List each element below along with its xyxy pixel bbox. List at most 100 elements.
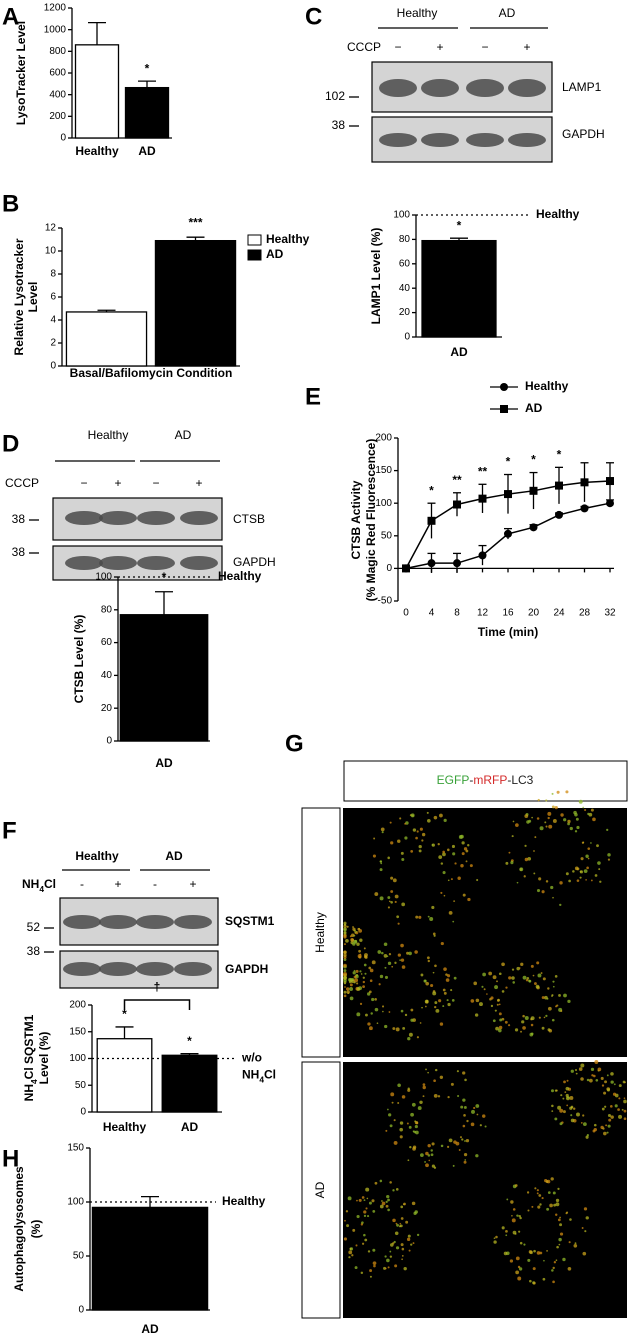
speckle	[493, 1240, 497, 1244]
y-tick-label: 0	[386, 563, 392, 574]
speckle	[560, 813, 564, 817]
text-part: 4	[259, 1075, 264, 1085]
speckle	[567, 1266, 572, 1271]
speckle	[544, 821, 547, 824]
speckle	[422, 1095, 425, 1098]
speckle	[541, 1197, 544, 1200]
speckle	[437, 1095, 441, 1098]
speckle	[603, 1131, 607, 1136]
speckle	[595, 1078, 599, 1082]
speckle	[355, 1244, 358, 1247]
speckle	[462, 893, 466, 897]
significance: *	[122, 1007, 127, 1021]
speckle	[360, 1271, 364, 1275]
speckle	[537, 798, 540, 802]
y-axis-title: CTSB Activity	[349, 480, 363, 559]
speckle	[363, 1210, 367, 1214]
treatment-sign: +	[114, 476, 121, 490]
speckle	[596, 844, 599, 848]
speckle	[396, 1223, 399, 1227]
y-tick-label: 2	[50, 338, 56, 349]
y-tick-label: 600	[49, 68, 66, 79]
speckle	[547, 1006, 552, 1011]
speckle	[373, 1264, 376, 1268]
y-tick-label: 200	[49, 111, 66, 122]
speckle	[584, 1230, 587, 1233]
bar	[96, 1038, 153, 1113]
speckle	[359, 953, 362, 956]
bar	[119, 614, 209, 742]
speckle	[522, 975, 527, 980]
speckle	[425, 1163, 429, 1168]
speckle	[547, 1191, 551, 1194]
speckle	[579, 870, 584, 874]
blot-group-label: AD	[165, 849, 183, 863]
speckle	[495, 1235, 498, 1239]
speckle	[425, 1068, 427, 1071]
speckle	[559, 903, 562, 907]
speckle	[399, 817, 402, 820]
speckle	[599, 880, 602, 883]
speckle	[381, 1005, 385, 1008]
header-box	[343, 760, 628, 802]
speckle	[479, 1124, 482, 1127]
speckle	[392, 1027, 396, 1031]
speckle	[548, 824, 553, 829]
blot-band	[421, 133, 459, 147]
speckle	[349, 935, 352, 938]
speckle	[410, 813, 415, 818]
blot-group-label: AD	[175, 428, 192, 442]
side-box	[301, 1061, 341, 1319]
speckle	[397, 1102, 400, 1105]
speckle	[367, 1022, 371, 1026]
marker-label: 38	[332, 118, 346, 132]
text-part: Cl	[264, 1068, 276, 1082]
speckle	[600, 1076, 604, 1081]
speckle	[534, 1187, 537, 1190]
speckle	[460, 1105, 464, 1109]
speckle	[414, 950, 418, 954]
speckle	[447, 1095, 450, 1099]
blot-band	[508, 133, 546, 147]
speckle	[622, 1080, 626, 1084]
significance: *	[145, 61, 150, 75]
speckle	[450, 989, 453, 992]
speckle	[417, 1106, 422, 1110]
point	[529, 523, 538, 532]
speckle	[482, 972, 486, 977]
speckle	[407, 1088, 411, 1092]
speckle	[353, 975, 357, 979]
speckle	[343, 994, 347, 998]
blot-band	[65, 511, 103, 525]
speckle	[369, 1269, 373, 1273]
speckle	[501, 1226, 505, 1230]
x-tick-label: 4	[429, 608, 435, 619]
speckle	[379, 868, 383, 872]
y-tick-label: 50	[73, 1251, 85, 1262]
bar	[65, 311, 148, 367]
speckle	[464, 1078, 467, 1082]
speckle	[462, 1098, 466, 1102]
speckle	[443, 818, 447, 823]
speckle	[363, 1233, 366, 1237]
speckle	[530, 1016, 535, 1021]
speckle	[356, 1012, 361, 1017]
speckle	[379, 1204, 384, 1209]
speckle	[377, 950, 382, 954]
speckle	[433, 934, 436, 937]
speckle	[351, 933, 355, 937]
significance: ***	[188, 215, 202, 229]
speckle	[379, 896, 384, 901]
speckle	[391, 1101, 394, 1104]
y-tick-label: 0	[404, 332, 410, 343]
speckle	[397, 953, 401, 957]
speckle	[574, 1242, 577, 1245]
speckle	[451, 999, 455, 1002]
speckle	[427, 1143, 431, 1148]
speckle	[519, 1241, 523, 1245]
speckle	[552, 985, 555, 988]
speckle	[593, 1127, 597, 1132]
speckle	[431, 1164, 435, 1168]
speckle	[343, 928, 347, 932]
